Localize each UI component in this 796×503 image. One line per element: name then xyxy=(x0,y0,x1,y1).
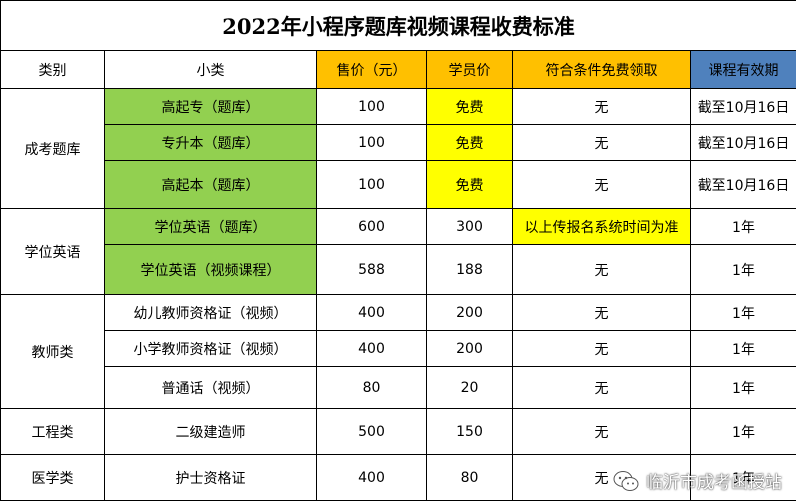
validity-cell: 1年 xyxy=(689,244,796,295)
free-cell: 以上传报名系统时间为准 xyxy=(512,208,691,245)
member-price-cell: 80 xyxy=(426,454,513,501)
member-price-cell: 200 xyxy=(426,330,513,367)
table-row: 高起本（题库） 100 免费 无 截至10月16日 xyxy=(1,160,796,209)
wechat-icon xyxy=(612,469,640,493)
member-price-cell: 免费 xyxy=(426,88,513,125)
header-free-condition: 符合条件免费领取 xyxy=(512,50,691,89)
validity-cell: 截至10月16日 xyxy=(689,124,796,161)
price-cell: 100 xyxy=(316,124,427,161)
free-cell: 无 xyxy=(512,366,691,409)
subcategory-cell: 学位英语（题库） xyxy=(104,208,317,245)
subcategory-cell: 护士资格证 xyxy=(104,454,317,501)
validity-cell: 截至10月16日 xyxy=(689,88,796,125)
free-cell: 无 xyxy=(512,88,691,125)
member-price-cell: 20 xyxy=(426,366,513,409)
member-price-cell: 150 xyxy=(426,408,513,455)
subcategory-cell: 小学教师资格证（视频） xyxy=(104,330,317,367)
header-category: 类别 xyxy=(0,50,105,89)
price-cell: 100 xyxy=(316,88,427,125)
validity-cell: 1年 xyxy=(689,408,796,455)
member-price-cell: 免费 xyxy=(426,124,513,161)
header-validity: 课程有效期 xyxy=(689,50,796,89)
table-row: 小学教师资格证（视频） 400 200 无 1年 xyxy=(1,330,796,367)
price-cell: 80 xyxy=(316,366,427,409)
table-row: 学位英语（视频课程） 588 188 无 1年 xyxy=(1,244,796,295)
free-cell: 无 xyxy=(512,124,691,161)
subcategory-cell: 二级建造师 xyxy=(104,408,317,455)
free-cell: 无 xyxy=(512,330,691,367)
subcategory-cell: 普通话（视频） xyxy=(104,366,317,409)
free-cell: 无 xyxy=(512,160,691,209)
subcategory-cell: 幼儿教师资格证（视频） xyxy=(104,294,317,331)
header-member-price: 学员价 xyxy=(426,50,513,89)
subcategory-cell: 高起专（题库） xyxy=(104,88,317,125)
subcategory-cell: 学位英语（视频课程） xyxy=(104,244,317,295)
table-row: 教师类 幼儿教师资格证（视频） 400 200 无 1年 xyxy=(0,294,796,409)
category-cell: 教师类 xyxy=(0,294,105,409)
price-cell: 100 xyxy=(316,160,427,209)
member-price-cell: 300 xyxy=(426,208,513,245)
price-cell: 500 xyxy=(316,408,427,455)
table-row: 普通话（视频） 80 20 无 1年 xyxy=(1,366,796,409)
category-cell: 医学类 xyxy=(0,454,105,501)
validity-cell: 1年 xyxy=(689,366,796,409)
category-cell: 工程类 xyxy=(0,408,105,455)
validity-cell: 截至10月16日 xyxy=(689,160,796,209)
price-cell: 400 xyxy=(316,294,427,331)
table-title: 2022年小程序题库视频课程收费标准 xyxy=(0,0,796,51)
validity-cell: 1年 xyxy=(689,208,796,245)
watermark-text: 临沂市成考函授站 xyxy=(646,473,782,493)
validity-cell: 1年 xyxy=(689,294,796,331)
validity-cell: 1年 xyxy=(689,330,796,367)
table-row: 工程类 二级建造师 500 150 无 1年 xyxy=(0,408,796,455)
free-cell: 无 xyxy=(512,244,691,295)
table-row: 学位英语 学位英语（题库） 600 300 以上传报名系统时间为准 1年 xyxy=(0,208,796,295)
table-row: 成考题库 高起专（题库） 100 免费 无 截至10月16日 xyxy=(0,88,796,209)
header-subcategory: 小类 xyxy=(104,50,317,89)
subcategory-cell: 专升本（题库） xyxy=(104,124,317,161)
member-price-cell: 免费 xyxy=(426,160,513,209)
table-row: 医学类 护士资格证 400 80 无 1年 xyxy=(0,454,796,501)
subcategory-cell: 高起本（题库） xyxy=(104,160,317,209)
header-row: 类别 小类 售价（元） 学员价 符合条件免费领取 课程有效期 xyxy=(0,50,796,89)
price-cell: 400 xyxy=(316,330,427,367)
price-cell: 600 xyxy=(316,208,427,245)
price-cell: 400 xyxy=(316,454,427,501)
category-cell: 学位英语 xyxy=(0,208,105,295)
table-row: 专升本（题库） 100 免费 无 截至10月16日 xyxy=(1,124,796,161)
header-price: 售价（元） xyxy=(316,50,427,89)
free-cell: 无 xyxy=(512,408,691,455)
free-cell: 无 xyxy=(512,294,691,331)
category-cell: 成考题库 xyxy=(0,88,105,209)
member-price-cell: 188 xyxy=(426,244,513,295)
price-cell: 588 xyxy=(316,244,427,295)
watermark: 临沂市成考函授站 xyxy=(612,468,782,493)
member-price-cell: 200 xyxy=(426,294,513,331)
